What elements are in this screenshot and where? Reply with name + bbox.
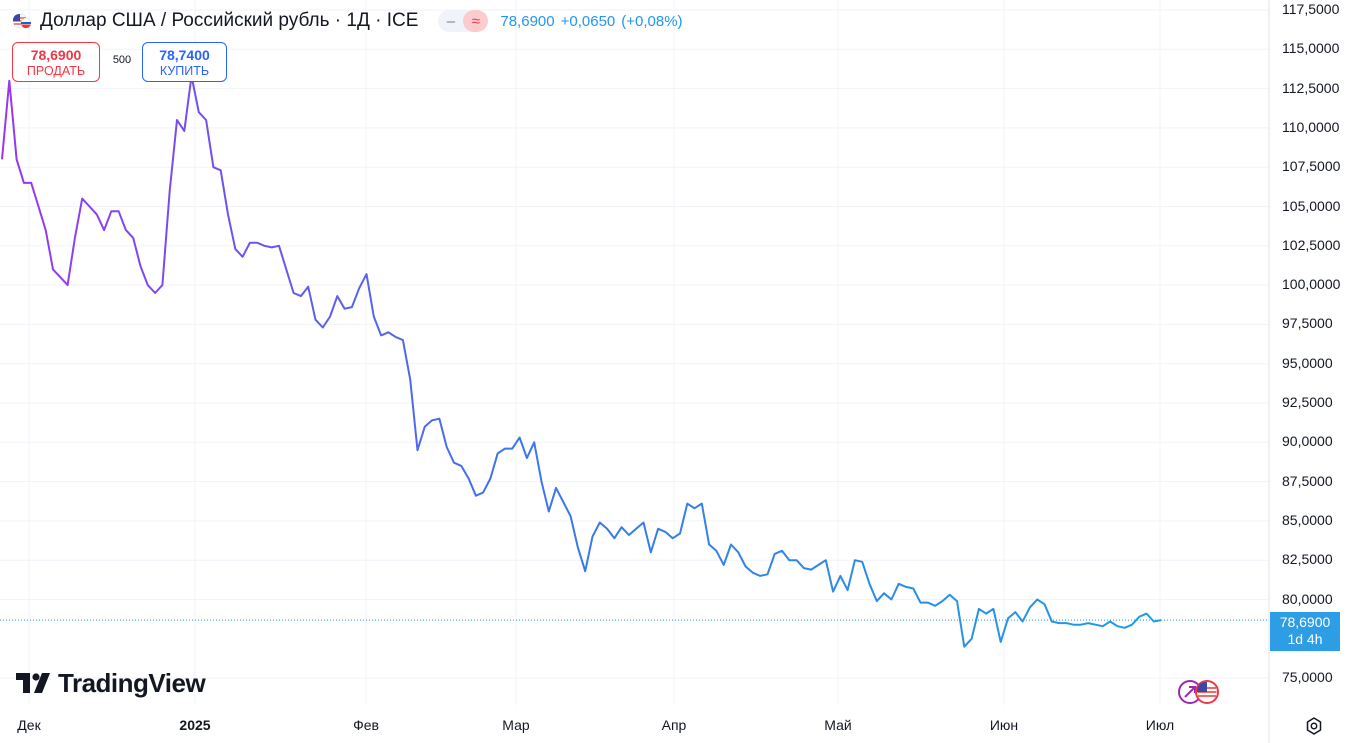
last-price-tag: 78,6900 1d 4h: [1270, 612, 1340, 651]
x-tick-label: Июн: [989, 717, 1019, 733]
sell-button[interactable]: 78,6900 ПРОДАТЬ: [12, 42, 100, 82]
settings-gear-icon[interactable]: [1304, 716, 1324, 736]
y-tick-label: 80,0000: [1282, 590, 1333, 607]
us-flag-icon: [12, 13, 32, 29]
buy-button[interactable]: 78,7400 КУПИТЬ: [142, 42, 227, 82]
x-tick-label: Фев: [353, 717, 379, 733]
x-tick-label: 2025: [179, 717, 211, 733]
toggle-left[interactable]: ‒: [446, 12, 456, 30]
bar-countdown: 1d 4h: [1287, 631, 1323, 647]
buy-price: 78,7400: [159, 47, 210, 63]
price-change: +0,0650: [560, 12, 616, 30]
y-tick-label: 110,0000: [1282, 118, 1340, 135]
x-tick-label: Май: [824, 717, 852, 733]
symbol-title[interactable]: Доллар США / Российский рубль · 1Д · ICE: [40, 10, 419, 31]
y-tick-label: 112,5000: [1282, 79, 1340, 96]
x-tick-label: Апр: [661, 717, 687, 733]
logo-text: TradingView: [58, 668, 206, 698]
y-tick-label: 92,5000: [1282, 394, 1333, 410]
last-price: 78,6900: [500, 12, 555, 30]
x-tick-label: Дек: [17, 717, 41, 733]
quote-summary: 78,6900 +0,0650 (+0,08%): [500, 13, 682, 30]
price-change-percent: (+0,08%): [621, 12, 683, 30]
y-tick-label: 85,0000: [1282, 511, 1333, 528]
tradingview-logo-icon: [16, 672, 50, 693]
y-tick-label: 87,5000: [1282, 472, 1333, 489]
y-tick-label: 117,5000: [1282, 1, 1340, 17]
y-tick-label: 95,0000: [1282, 354, 1333, 371]
event-badges[interactable]: [1178, 678, 1222, 706]
y-tick-label: 82,5000: [1282, 551, 1333, 568]
grid-lines: [0, 0, 1269, 705]
x-tick-label: Июл: [1145, 717, 1175, 733]
chart-mode-toggle[interactable]: ‒ ≈: [438, 10, 489, 32]
sell-label: ПРОДАТЬ: [26, 64, 86, 78]
y-tick-label: 97,5000: [1282, 315, 1333, 332]
y-tick-label: 100,0000: [1282, 276, 1341, 293]
buy-label: КУПИТЬ: [159, 64, 210, 78]
y-tick-label: 102,5000: [1282, 236, 1341, 253]
sell-price: 78,6900: [30, 47, 82, 63]
y-tick-label: 90,0000: [1282, 433, 1333, 450]
chart-header: Доллар США / Российский рубль · 1Д · ICE…: [12, 10, 683, 32]
y-tick-label: 115,0000: [1282, 40, 1340, 57]
y-tick-label: 75,0000: [1282, 669, 1333, 686]
spread-value: 500: [112, 54, 132, 66]
y-tick-label: 105,0000: [1282, 197, 1341, 214]
last-price-tag-value: 78,6900: [1279, 614, 1331, 630]
price-series-line: [1, 75, 1162, 648]
tradingview-logo[interactable]: TradingView: [16, 668, 206, 699]
x-tick-label: Мар: [502, 717, 530, 733]
y-tick-label: 107,5000: [1282, 158, 1341, 175]
toggle-right[interactable]: ≈: [463, 10, 489, 32]
